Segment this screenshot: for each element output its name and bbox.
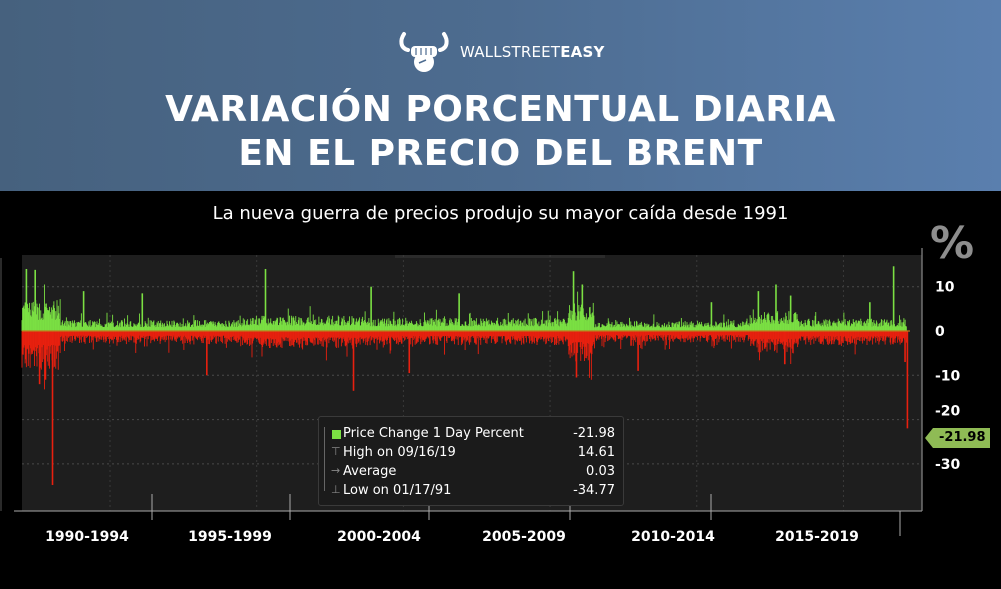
legend-row-low: ⊥ Low on 01/17/91 -34.77 (319, 483, 623, 501)
legend-row-average: → Average 0.03 (319, 464, 623, 482)
title-line-1: VARIACIÓN PORCENTUAL DIARIA (165, 89, 836, 130)
last-value-tag: -21.98 (925, 428, 990, 448)
plot-top-shade (395, 255, 605, 258)
average-marker-icon: → (331, 464, 341, 477)
legend-label: High on 09/16/19 (343, 445, 456, 460)
y-tick-label: 10 (935, 280, 955, 296)
legend-bracket (324, 427, 329, 491)
legend-label: Price Change 1 Day Percent (343, 426, 524, 441)
legend-value: 14.61 (577, 445, 615, 460)
bars (21, 266, 909, 486)
period-label: 2005-2009 (482, 529, 566, 545)
page-title: VARIACIÓN PORCENTUAL DIARIA EN EL PRECIO… (0, 88, 1001, 176)
brand-name-light: WALLSTREET (460, 43, 561, 61)
bull-fist-icon (399, 32, 449, 72)
y-tick-label: -10 (935, 368, 961, 384)
legend-value: 0.03 (586, 464, 615, 479)
title-line-2: EN EL PRECIO DEL BRENT (238, 133, 763, 174)
y-tick-label: 0 (935, 324, 945, 340)
legend-label: Average (343, 464, 397, 479)
period-label: 2010-2014 (631, 529, 715, 545)
header-banner: WALLSTREETEASY VARIACIÓN PORCENTUAL DIAR… (0, 0, 1001, 191)
brand-name-bold: EASY (560, 43, 605, 61)
legend-value: -21.98 (573, 426, 615, 441)
y-axis: 10 0 -10 -20 -30 (935, 280, 961, 473)
period-label: 1995-1999 (188, 529, 272, 545)
period-label: 1990-1994 (45, 529, 129, 545)
low-marker-icon: ⊥ (331, 483, 341, 496)
green-square-icon (332, 430, 341, 439)
chart-subtitle: La nueva guerra de precios produjo su ma… (212, 203, 789, 224)
period-label: 2015-2019 (775, 529, 859, 545)
brand-logo: WALLSTREETEASY (398, 30, 605, 74)
y-tick-label: -20 (935, 404, 961, 420)
period-label: 2000-2004 (337, 529, 421, 545)
chart-legend: Price Change 1 Day Percent -21.98 ⊤ High… (318, 416, 624, 506)
high-marker-icon: ⊤ (331, 445, 341, 458)
legend-row-price-change: Price Change 1 Day Percent -21.98 (319, 426, 623, 444)
brand-name: WALLSTREETEASY (460, 43, 605, 61)
unit-label: % (930, 218, 975, 269)
legend-value: -34.77 (573, 483, 615, 498)
legend-row-high: ⊤ High on 09/16/19 14.61 (319, 445, 623, 463)
legend-label: Low on 01/17/91 (343, 483, 452, 498)
y-tick-label: -30 (935, 457, 961, 473)
